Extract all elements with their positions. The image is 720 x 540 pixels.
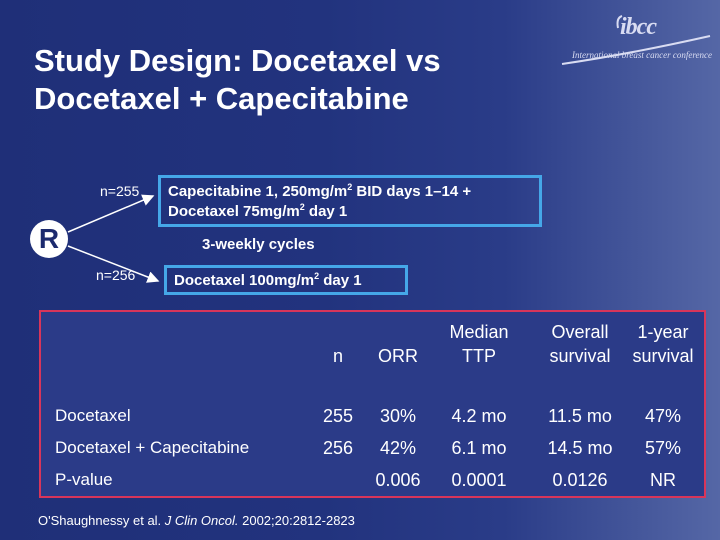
arm-1-n-label: n=255: [100, 183, 140, 199]
row-1-os: 11.5 mo: [548, 406, 612, 426]
header-n: n: [332, 346, 343, 366]
row-1-orr: 30%: [379, 406, 417, 426]
arm-2-n-label: n=256: [96, 267, 136, 283]
conference-logo: ibcc International breast cancer confere…: [560, 14, 712, 66]
row-3-orr: 0.006: [375, 470, 421, 490]
header-orr: ORR: [378, 346, 418, 366]
results-table: n ORR Median TTP Overall survival 1-year su…: [39, 310, 706, 498]
citation: O'Shaughnessy et al. J Clin Oncol. 2002;…: [38, 513, 355, 528]
slide-title-line-1: Study Design: Docetaxel vs: [34, 43, 441, 78]
logo-swoosh-icon: [561, 15, 711, 65]
header-median-ttp: Median TTP: [449, 322, 509, 366]
row-label-docetaxel-capecitabine: Docetaxel + Capecitabine: [55, 438, 250, 457]
row-3-ttp: 0.0001: [451, 470, 507, 490]
row-label-p-value: P-value: [55, 470, 113, 489]
header-overall-survival: Overall survival: [549, 322, 611, 366]
cycle-schedule: 3-weekly cycles: [202, 236, 315, 253]
row-2-os: 14.5 mo: [547, 438, 613, 458]
row-2-1yr: 57%: [644, 438, 682, 458]
header-1-year-survival: 1-year survival: [632, 322, 694, 366]
arm-1-line-2: Docetaxel 75mg/m2 day 1: [168, 202, 348, 221]
slide-title-line-2: Docetaxel + Capecitabine: [34, 81, 409, 116]
randomization-symbol: R: [30, 220, 68, 258]
row-3-1yr: NR: [650, 470, 676, 490]
row-1-ttp: 4.2 mo: [451, 406, 507, 426]
row-2-ttp: 6.1 mo: [451, 438, 507, 458]
row-3-os: 0.0126: [552, 470, 608, 490]
logo-mark: ibcc: [620, 14, 657, 40]
row-2-orr: 42%: [379, 438, 417, 458]
logo-subtitle: International breast cancer conference: [571, 50, 712, 60]
row-1-n: 255: [322, 406, 354, 426]
arm-1-regimen-box: Capecitabine 1, 250mg/m2 BID days 1–14 +…: [158, 175, 542, 227]
row-2-n: 256: [322, 438, 354, 458]
row-label-docetaxel: Docetaxel: [55, 406, 131, 425]
slide-title: Study Design: Docetaxel vs Docetaxel + C…: [34, 42, 554, 118]
row-1-1yr: 47%: [644, 406, 682, 426]
arrow-to-arm-1: [67, 194, 155, 233]
arm-2-regimen-box: Docetaxel 100mg/m2 day 1: [164, 265, 408, 295]
arm-1-line-1: Capecitabine 1, 250mg/m2 BID days 1–14 +: [168, 182, 472, 201]
